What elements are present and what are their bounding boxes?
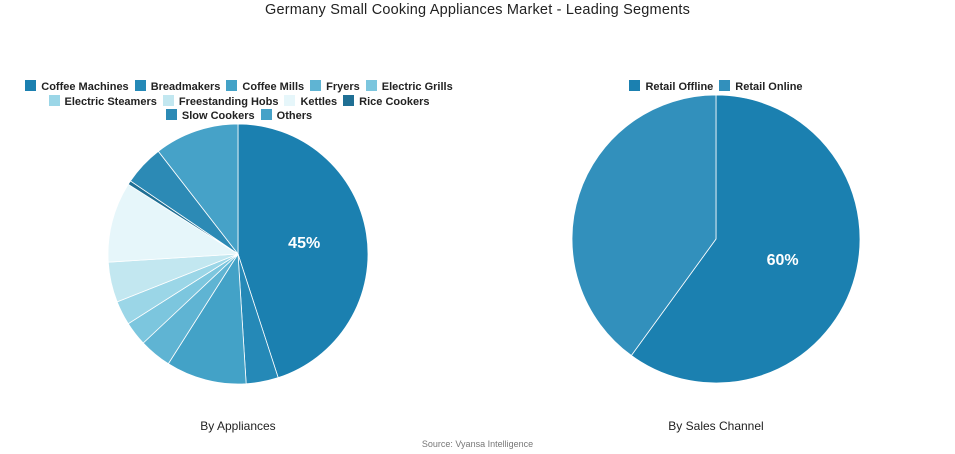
legend-label: Rice Cookers: [359, 95, 430, 108]
legend-swatch: [719, 80, 731, 91]
pie-slice-coffee-mills: [167, 252, 247, 385]
legend-label: Coffee Machines: [41, 81, 129, 93]
legend-swatch: [226, 80, 238, 91]
legend-item-kettles: Kettles: [284, 94, 338, 110]
caption-sales-channel: By Sales Channel: [668, 419, 764, 433]
pie-slice-kettles: [107, 183, 240, 263]
data-label-retail-offline: 60%: [767, 252, 799, 269]
legend-swatch: [310, 80, 322, 91]
legend-label: Electric Steamers: [64, 95, 157, 108]
legend-item-retail-online: Retail Online: [719, 80, 803, 95]
legend-item-electric-steamers: Electric Steamers: [48, 94, 157, 110]
legend-item-freestanding-hobs: Freestanding Hobs: [162, 94, 279, 110]
legend-swatch: [629, 80, 641, 91]
legend-label: Coffee Mills: [242, 81, 305, 93]
legend-swatch: [343, 94, 355, 106]
legend-label: Fryers: [326, 81, 360, 93]
legend-label: Retail Offline: [645, 81, 714, 93]
legend-swatch: [25, 80, 37, 91]
source-note: Source: Vyansa Intelligence: [421, 439, 534, 449]
pie-slice-coffee-machines: [237, 123, 369, 379]
legend-swatch: [48, 94, 60, 106]
legend-swatch: [134, 80, 146, 91]
data-label-coffee-machines: 45%: [288, 235, 320, 252]
legend-label: Slow Cookers: [181, 110, 255, 122]
legend-item-retail-offline: Retail Offline: [629, 80, 713, 95]
legend-label: Others: [276, 110, 313, 122]
legend-swatch: [165, 109, 177, 120]
pie-slice-others: [157, 123, 239, 256]
legend-swatch: [284, 94, 296, 106]
legend-swatch: [260, 109, 272, 120]
legend-label: Freestanding Hobs: [178, 95, 279, 108]
pie-chart-sales-channel: 60%: [571, 94, 861, 384]
pie-slice-retail-online: [571, 94, 717, 357]
legend-item-coffee-machines: Coffee Machines: [25, 80, 129, 95]
legend-item-coffee-mills: Coffee Mills: [226, 80, 304, 95]
legend-label: Retail Online: [735, 81, 803, 93]
legend-item-breadmakers: Breadmakers: [134, 80, 221, 95]
legend-label: Breadmakers: [150, 81, 221, 93]
legend-item-others: Others: [260, 109, 313, 124]
legend-swatch: [162, 94, 174, 106]
legend-label: Electric Grills: [381, 81, 453, 93]
legend-item-slow-cookers: Slow Cookers: [165, 109, 255, 124]
legend-sales-channel: Retail Offline Retail Online: [556, 80, 876, 95]
legend-appliances: Coffee Machines Breadmakers Coffee Mills Fr…: [14, 80, 464, 124]
legend-label: Kettles: [300, 95, 338, 108]
legend-swatch: [365, 80, 377, 91]
legend-item-rice-cookers: Rice Cookers: [343, 94, 430, 110]
chart-title: Germany Small Cooking Appliances Market …: [264, 2, 691, 18]
caption-appliances: By Appliances: [200, 419, 276, 433]
pie-slice-retail-offline: [630, 94, 861, 384]
legend-item-electric-grills: Electric Grills: [365, 80, 453, 95]
legend-item-fryers: Fryers: [310, 80, 360, 95]
